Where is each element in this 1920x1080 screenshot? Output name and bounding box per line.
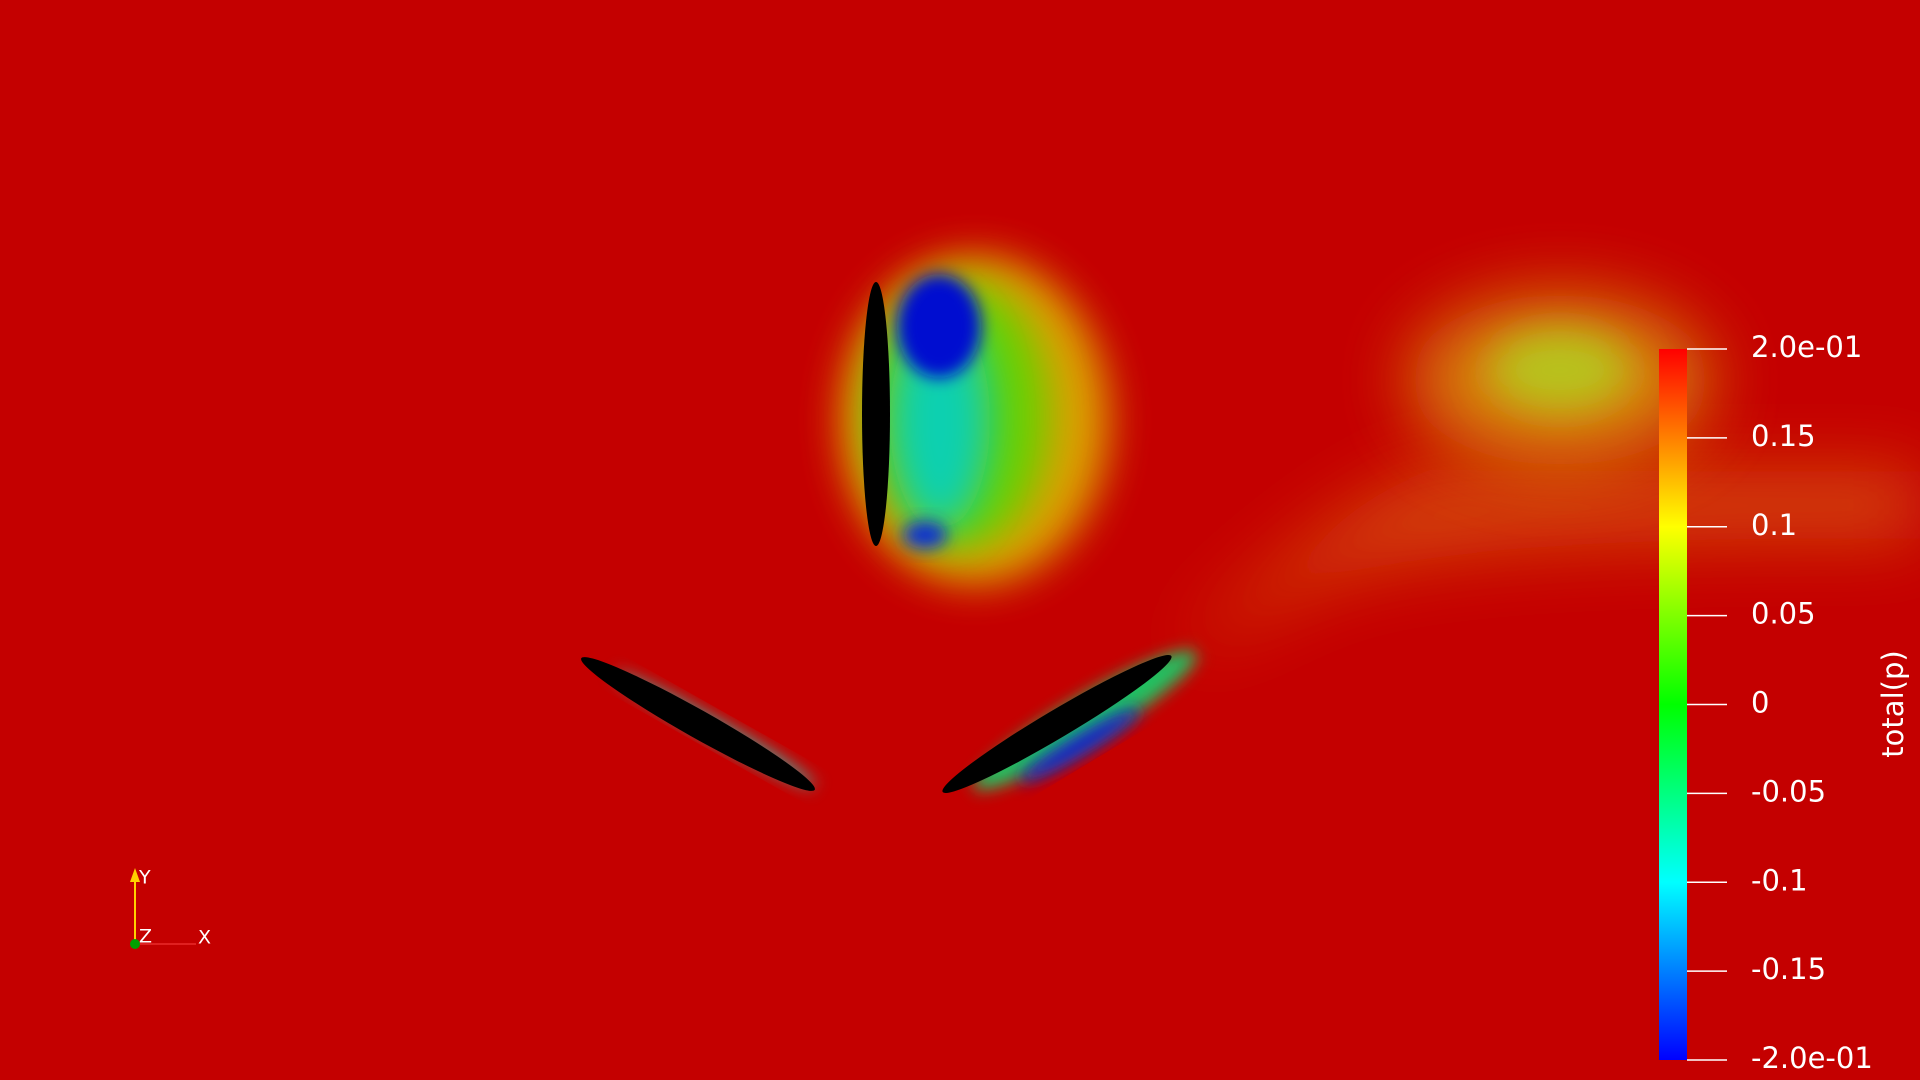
tick-label: 0.05 xyxy=(1751,597,1816,631)
z-label: Z xyxy=(139,926,152,948)
colorbar: total(p) 2.0e-01 0.15 0.1 0.05 0 -0.05 -0.1 -0.… xyxy=(1659,330,1910,1075)
tick-label: -0.15 xyxy=(1751,952,1826,986)
z-axis xyxy=(130,939,140,949)
x-label: X xyxy=(198,927,211,949)
tick-label: 0.15 xyxy=(1751,419,1816,453)
axes-triad: Y Z X xyxy=(130,867,211,949)
tick-label: 2.0e-01 xyxy=(1751,330,1862,364)
y-label: Y xyxy=(138,867,151,889)
colorbar-title: total(p) xyxy=(1876,650,1910,757)
blade xyxy=(942,655,1172,793)
blade xyxy=(581,657,815,791)
colorbar-gradient xyxy=(1659,349,1687,1060)
blade xyxy=(862,282,890,546)
vortex-region xyxy=(840,255,1110,585)
blades xyxy=(581,282,1172,793)
wake xyxy=(1180,295,1920,650)
tick-label: -0.05 xyxy=(1751,774,1826,808)
tick-label: 0.1 xyxy=(1751,508,1797,542)
tick-label: -0.1 xyxy=(1751,863,1808,897)
tick-label: 0 xyxy=(1751,686,1769,720)
tick-label: -2.0e-01 xyxy=(1751,1041,1873,1075)
y-arrow xyxy=(130,868,140,882)
